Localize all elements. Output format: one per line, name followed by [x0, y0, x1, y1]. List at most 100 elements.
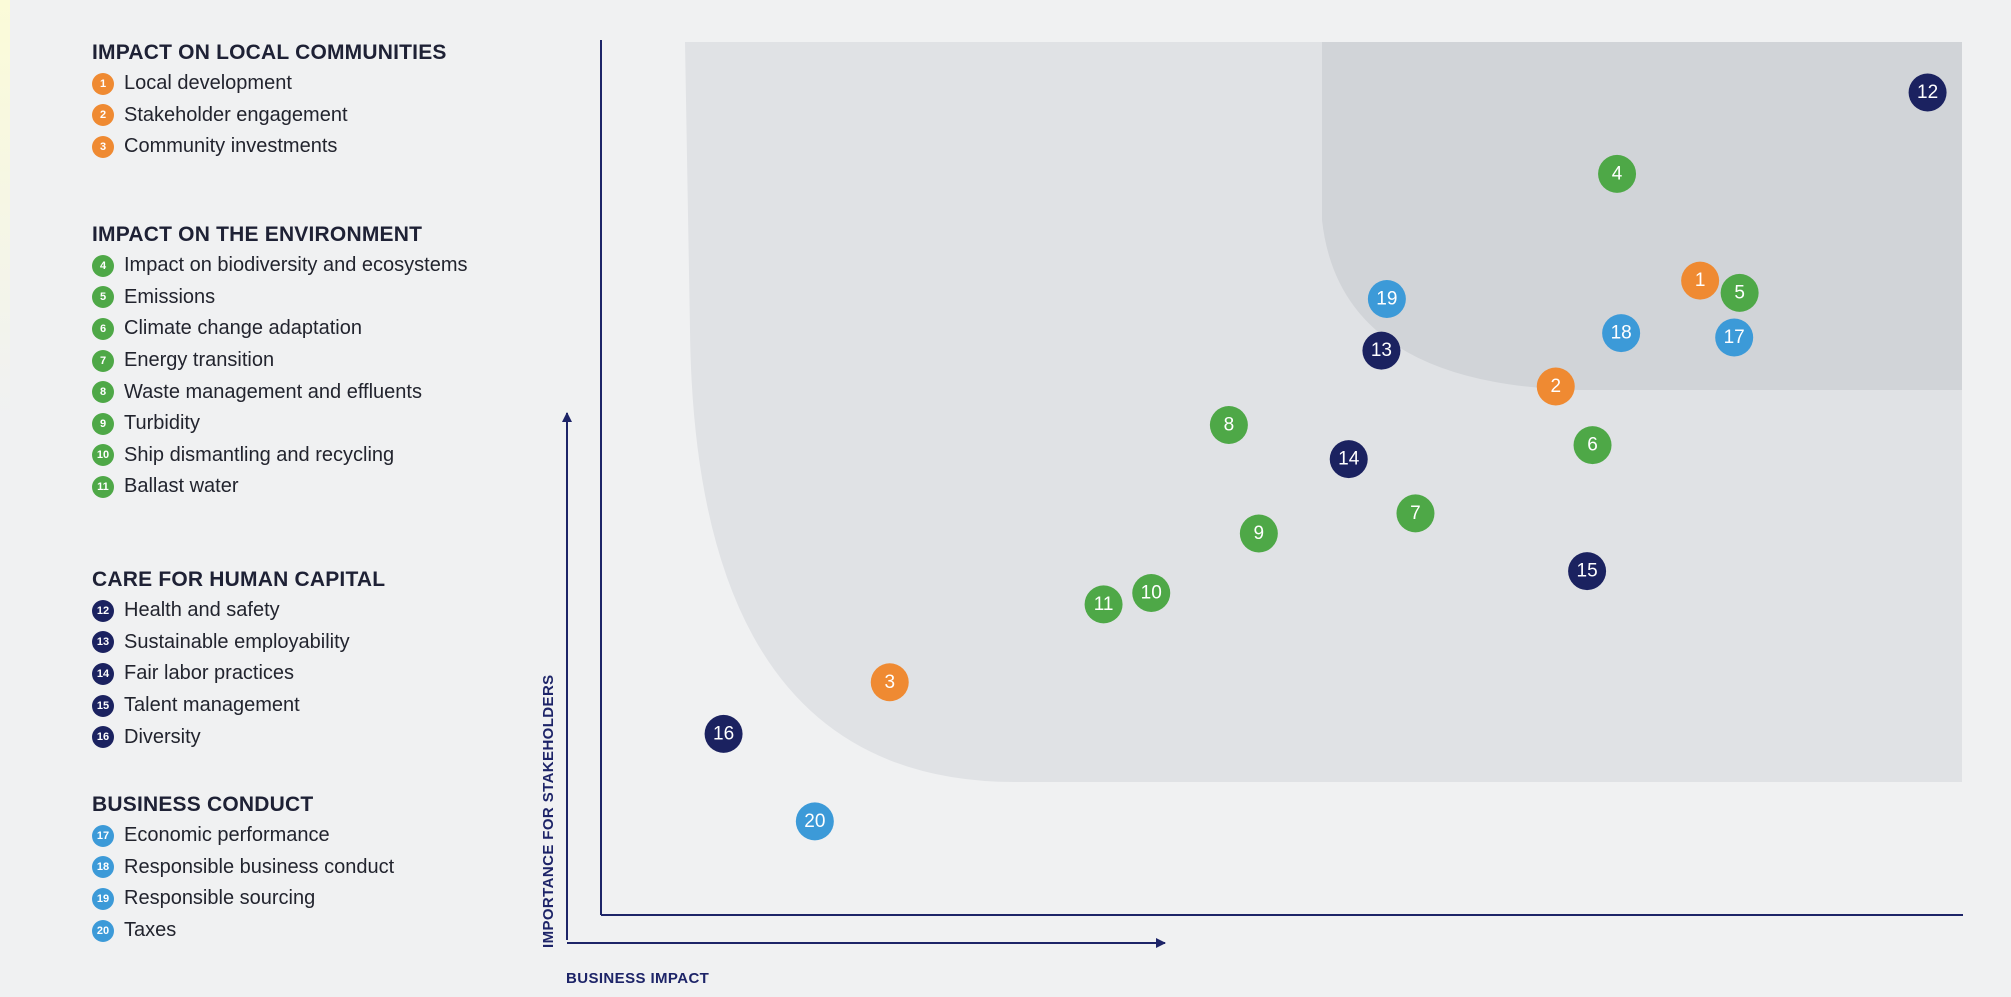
data-point-14: 14: [1329, 440, 1368, 479]
marker-icon: 10: [92, 444, 114, 467]
data-point-marker: [1209, 406, 1248, 444]
data-point-label: 16: [713, 723, 734, 744]
legend-item: 1 Local development: [92, 68, 572, 100]
legend-group-title: CARE FOR HUMAN CAPITAL: [92, 568, 386, 591]
legend-item-label: Responsible sourcing: [124, 887, 316, 910]
data-point-label: 9: [1254, 523, 1265, 544]
legend-group-title: IMPACT ON LOCAL COMMUNITIES: [92, 41, 447, 64]
data-point-label: 4: [1612, 163, 1623, 184]
legend-item: 3 Community investments: [92, 131, 572, 163]
data-point-marker: [1598, 154, 1637, 193]
legend-item-label: Responsible business conduct: [124, 855, 395, 878]
page-edge-accent: [0, 0, 10, 420]
data-point-marker: [1084, 585, 1123, 624]
legend-item: 2 Stakeholder engagement: [92, 100, 572, 132]
data-point-19: 19: [1367, 280, 1406, 318]
marker-icon: 12: [92, 599, 114, 622]
data-point-label: 6: [1587, 435, 1598, 456]
data-point-3: 3: [870, 663, 909, 702]
legend-group-human: CARE FOR HUMAN CAPITAL 12 Health and safe…: [92, 565, 572, 753]
legend-item-label: Talent management: [124, 694, 300, 717]
marker-icon: 1: [92, 72, 114, 95]
marker-icon: 8: [92, 381, 114, 404]
legend-item: 11 Ballast water: [92, 471, 572, 503]
marker-icon: 9: [92, 412, 114, 435]
data-point-label: 13: [1371, 340, 1392, 361]
data-point-label: 20: [804, 811, 825, 832]
data-point-marker: [1715, 318, 1754, 357]
legend-item-label: Climate change adaptation: [124, 317, 362, 340]
legend-item: 19 Responsible sourcing: [92, 883, 572, 915]
legend-item: 13 Sustainable employability: [92, 627, 572, 659]
legend-item: 15 Talent management: [92, 690, 572, 722]
marker-icon: 7: [92, 349, 114, 372]
data-point-2: 2: [1536, 367, 1575, 406]
data-point-label: 3: [884, 672, 895, 693]
legend-item-label: Ship dismantling and recycling: [124, 443, 395, 466]
data-point-marker: [1681, 261, 1720, 300]
marker-icon: 13: [92, 631, 114, 654]
data-point-marker: [870, 663, 909, 702]
data-point-label: 2: [1550, 376, 1561, 397]
data-point-11: 11: [1084, 585, 1123, 624]
legend-item-label: Turbidity: [124, 412, 200, 435]
legend-group-business: BUSINESS CONDUCT 17 Economic performance …: [92, 790, 572, 946]
data-point-label: 15: [1577, 561, 1598, 582]
data-point-marker: [1362, 331, 1401, 370]
data-point-label: 14: [1338, 449, 1360, 470]
legend-item-label: Economic performance: [124, 824, 330, 847]
data-point-16: 16: [704, 714, 743, 753]
marker-icon: 4: [92, 254, 114, 277]
data-point-18: 18: [1602, 314, 1641, 353]
data-point-label: 12: [1917, 82, 1938, 103]
legend-item-label: Stakeholder engagement: [124, 103, 348, 126]
data-point-marker: [1908, 73, 1947, 112]
legend-item: 8 Waste management and effluents: [92, 376, 572, 408]
data-point-label: 19: [1376, 289, 1397, 310]
data-point-marker: [1239, 514, 1278, 553]
legend-item: 7 Energy transition: [92, 345, 572, 377]
legend-item: 20 Taxes: [92, 915, 572, 947]
marker-icon: 20: [92, 919, 114, 942]
legend-item-label: Waste management and effluents: [124, 380, 422, 403]
data-point-1: 1: [1681, 261, 1720, 300]
x-axis-title: BUSINESS IMPACT: [566, 970, 709, 987]
data-point-marker: [704, 714, 743, 753]
legend-item-label: Energy transition: [124, 349, 275, 372]
data-point-17: 17: [1715, 318, 1754, 357]
legend-group-title: BUSINESS CONDUCT: [92, 793, 314, 816]
data-point-label: 7: [1410, 503, 1421, 524]
legend-item: 10 Ship dismantling and recycling: [92, 440, 572, 472]
data-point-15: 15: [1568, 552, 1607, 591]
data-point-label: 5: [1734, 282, 1745, 303]
legend-item-label: Diversity: [124, 725, 201, 748]
marker-icon: 2: [92, 104, 114, 127]
legend-item: 9 Turbidity: [92, 408, 572, 440]
data-point-label: 17: [1724, 327, 1745, 348]
legend-item: 5 Emissions: [92, 282, 572, 314]
legend-item-label: Fair labor practices: [124, 662, 295, 685]
legend-item-label: Taxes: [124, 919, 177, 942]
legend-item: 16 Diversity: [92, 721, 572, 753]
marker-icon: 16: [92, 726, 114, 749]
data-point-marker: [795, 802, 834, 841]
legend-item-label: Local development: [124, 72, 292, 95]
marker-icon: 15: [92, 694, 114, 717]
legend-group-environment: IMPACT ON THE ENVIRONMENT 4 Impact on bio…: [92, 220, 572, 503]
legend-item-label: Impact on biodiversity and ecosystems: [124, 254, 468, 277]
legend-item: 6 Climate change adaptation: [92, 313, 572, 345]
data-point-20: 20: [795, 802, 834, 841]
data-point-marker: [1573, 426, 1612, 465]
data-point-marker: [1602, 314, 1641, 353]
marker-icon: 18: [92, 856, 114, 879]
materiality-band-high: [1322, 42, 1962, 390]
data-point-8: 8: [1209, 406, 1248, 444]
legend-item-label: Health and safety: [124, 599, 280, 622]
legend-group-title: IMPACT ON THE ENVIRONMENT: [92, 223, 423, 246]
data-point-label: 11: [1094, 594, 1114, 615]
data-point-12: 12: [1908, 73, 1947, 112]
legend-item: 18 Responsible business conduct: [92, 852, 572, 884]
legend-item-label: Community investments: [124, 135, 338, 158]
